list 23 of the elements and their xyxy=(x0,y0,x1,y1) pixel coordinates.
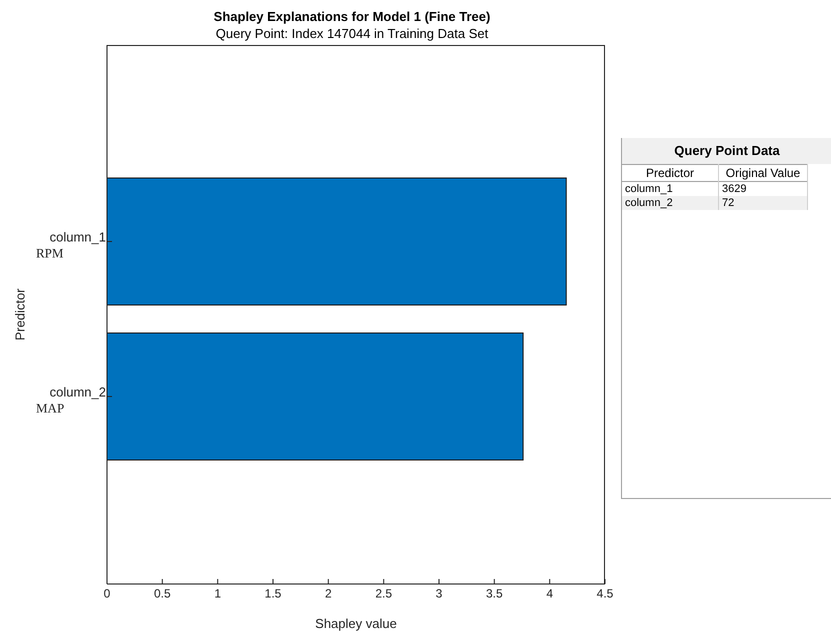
x-tick-label: 4.5 xyxy=(596,586,614,601)
text: Original Value xyxy=(718,164,808,182)
x-tick-label: 2 xyxy=(324,586,332,601)
x-tick-label: 0 xyxy=(104,586,111,601)
text: Query Point Data xyxy=(622,138,831,164)
y-axis-title: Predictor xyxy=(12,288,28,341)
text: MAP xyxy=(36,400,64,416)
chart-subtitle: Query Point: Index 147044 in Training Data Set xyxy=(214,25,490,42)
x-tick-label: 1 xyxy=(214,586,222,601)
data-label: 72 xyxy=(718,196,808,210)
x-axis-title: Shapley value xyxy=(315,616,397,631)
data-label: 3629 xyxy=(718,182,808,196)
x-tick-label: 0.5 xyxy=(154,586,171,601)
text: Predictor xyxy=(622,164,718,182)
x-tick-label: 3 xyxy=(436,586,443,601)
x-tick-label: 1.5 xyxy=(264,586,282,601)
x-tick-label: 2.5 xyxy=(375,586,392,601)
category-label: column_1 xyxy=(622,182,718,196)
x-tick-label: 3.5 xyxy=(486,586,503,601)
category-label: column_2 xyxy=(622,196,718,210)
text: RPM xyxy=(36,246,64,260)
chart-title: Shapley Explanations for Model 1 (Fine Tree) xyxy=(212,8,492,25)
x-tick-label: 4 xyxy=(546,586,554,601)
